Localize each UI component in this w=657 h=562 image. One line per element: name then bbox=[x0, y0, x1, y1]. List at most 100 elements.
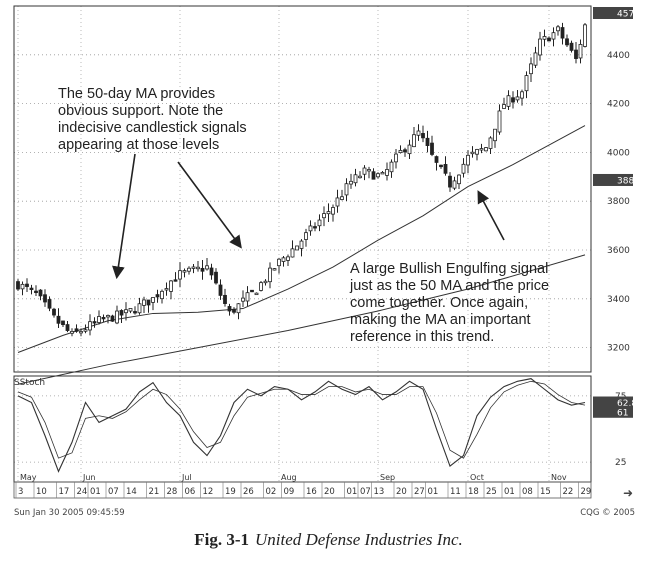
annotation-line: appearing at those levels bbox=[58, 137, 220, 153]
annotation-arrows bbox=[112, 153, 505, 280]
candle-body bbox=[493, 128, 497, 142]
candle-body bbox=[574, 49, 578, 59]
value-marker-box bbox=[593, 173, 633, 186]
annotation-line: The 50-day MA provides bbox=[58, 86, 216, 102]
candle-body bbox=[25, 283, 29, 287]
candle-body bbox=[47, 299, 52, 309]
candle-body bbox=[124, 309, 128, 314]
annotation-line: A large Bullish Engulfing signal bbox=[350, 261, 549, 277]
candle-body bbox=[187, 267, 191, 272]
day-label: 22 bbox=[563, 487, 574, 497]
candle-body bbox=[218, 284, 223, 296]
candle-body bbox=[182, 270, 187, 273]
scroll-right-arrow-icon[interactable]: ➜ bbox=[623, 486, 634, 500]
day-label: 01 bbox=[347, 487, 358, 497]
candle-body bbox=[538, 38, 542, 56]
stoch-pct-d-line bbox=[17, 380, 586, 459]
candle-body bbox=[331, 207, 335, 215]
candle-body bbox=[403, 149, 407, 153]
candle-body bbox=[560, 27, 565, 39]
candle-body bbox=[205, 265, 209, 270]
month-label: Oct bbox=[470, 473, 484, 482]
timestamp: Sun Jan 30 2005 09:45:59 bbox=[14, 508, 125, 518]
price-tick-label: 4400 bbox=[607, 51, 630, 61]
annotation-arrow bbox=[112, 153, 136, 280]
day-label: 09 bbox=[284, 487, 295, 497]
month-label: Jun bbox=[82, 473, 96, 482]
value-marker-label: 62.8 bbox=[617, 399, 637, 409]
day-label: 18 bbox=[468, 487, 479, 497]
day-label: 01 bbox=[504, 487, 515, 497]
candle-body bbox=[299, 240, 304, 249]
value-marker-label: 3887 bbox=[617, 176, 640, 186]
candle-body bbox=[421, 133, 425, 139]
engulfing-annotation: A large Bullish Engulfing signal just as… bbox=[350, 261, 549, 346]
day-label: 26 bbox=[243, 487, 254, 497]
date-axis-frame bbox=[13, 481, 592, 499]
candle-body bbox=[371, 171, 376, 180]
candle-body bbox=[511, 97, 515, 103]
chart-frames bbox=[13, 5, 592, 499]
day-label: 06 bbox=[185, 487, 196, 497]
day-label: 12 bbox=[203, 487, 214, 497]
day-label: 19 bbox=[225, 487, 236, 497]
month-label: Sep bbox=[380, 473, 395, 482]
day-label: 15 bbox=[540, 487, 551, 497]
candle-body bbox=[74, 328, 79, 332]
candle-body bbox=[272, 268, 277, 271]
annotation-line: come together. Once again, bbox=[350, 295, 529, 311]
day-label: 24 bbox=[77, 487, 88, 497]
stochastic-title: SStoch bbox=[14, 378, 45, 388]
candle-body bbox=[362, 167, 367, 175]
day-label: 01 bbox=[428, 487, 439, 497]
price-tick-label: 4000 bbox=[607, 148, 630, 158]
day-label: 29 bbox=[581, 487, 592, 497]
candle-body bbox=[448, 175, 452, 188]
candle-body bbox=[457, 174, 461, 185]
value-marker-label: 4578 bbox=[617, 10, 640, 20]
candle-body bbox=[38, 289, 43, 297]
stochastic-lines bbox=[17, 378, 586, 473]
candle-body bbox=[115, 310, 119, 324]
candle-body bbox=[470, 151, 475, 155]
candle-body bbox=[281, 257, 286, 262]
candle-body bbox=[326, 211, 331, 215]
moving-average-200-line bbox=[17, 254, 586, 385]
candle-body bbox=[155, 294, 160, 298]
candle-body bbox=[349, 180, 353, 185]
candle-body bbox=[335, 197, 340, 207]
candle-body bbox=[106, 315, 110, 318]
candle-body bbox=[389, 161, 394, 173]
candle-body bbox=[245, 292, 250, 302]
day-label: 10 bbox=[36, 487, 47, 497]
candle-body bbox=[200, 267, 205, 272]
candle-body bbox=[565, 38, 569, 46]
candle-body bbox=[340, 196, 344, 200]
candle-body bbox=[191, 266, 196, 269]
candle-body bbox=[214, 271, 218, 284]
day-label: 13 bbox=[374, 487, 385, 497]
candle-body bbox=[439, 164, 443, 168]
candle-body bbox=[227, 306, 232, 312]
month-label: Aug bbox=[281, 473, 297, 482]
value-marker-label: 61 bbox=[617, 408, 628, 418]
candle-body bbox=[502, 104, 506, 109]
candle-body bbox=[29, 287, 34, 291]
candle-body bbox=[128, 308, 133, 312]
candle-body bbox=[515, 96, 520, 101]
candle-body bbox=[430, 142, 434, 155]
candle-body bbox=[79, 331, 83, 334]
candle-body bbox=[268, 267, 272, 283]
candle-body bbox=[425, 137, 430, 146]
candle-body bbox=[533, 52, 538, 66]
day-label: 21 bbox=[149, 487, 160, 497]
price-tick-label: 3600 bbox=[607, 246, 630, 256]
annotation-arrow bbox=[477, 190, 505, 241]
candle-body bbox=[353, 174, 358, 184]
candle-body bbox=[412, 134, 416, 148]
candle-body bbox=[97, 316, 101, 323]
candle-body bbox=[61, 320, 65, 326]
day-label: 20 bbox=[396, 487, 407, 497]
candle-body bbox=[461, 163, 466, 174]
day-label: 16 bbox=[306, 487, 317, 497]
